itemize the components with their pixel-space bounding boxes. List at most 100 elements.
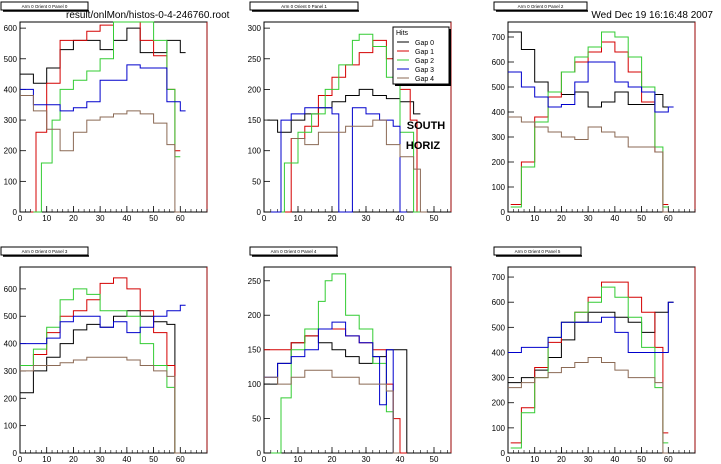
y-tick-label: 0 (13, 449, 18, 458)
x-tick-label: 40 (122, 455, 131, 464)
y-tick-label: 50 (252, 415, 261, 424)
y-tick-label: 300 (4, 367, 18, 376)
x-tick-label: 20 (557, 455, 566, 464)
x-tick-label: 20 (557, 214, 566, 223)
histogram-series-gap4 (20, 95, 181, 213)
histogram-series-gap1 (510, 41, 669, 205)
x-tick-label: 10 (530, 214, 539, 223)
y-tick-label: 200 (492, 399, 506, 408)
histogram-series-gap3 (508, 301, 674, 353)
x-tick-label: 40 (396, 214, 405, 223)
histogram-series-gap4 (264, 369, 400, 454)
y-tick-label: 500 (4, 55, 18, 64)
legend-box (392, 26, 450, 85)
y-tick-label: 600 (492, 58, 506, 67)
y-tick-label: 400 (4, 85, 18, 94)
panel-title: Arm 0 Orient 0 Panel 0 (22, 4, 68, 9)
x-tick-label: 40 (610, 455, 619, 464)
legend-entry: Gap 0 (415, 40, 434, 47)
panel-title: Arm 0 Orient 0 Panel 5 (515, 249, 561, 254)
panel-title-box (249, 1, 359, 11)
y-tick-label: 250 (248, 277, 262, 286)
histogram-panel-1: Arm 0 Orient 0 Panel 1 0 10 20 30 40 50 0 50 100 1… (248, 1, 452, 223)
legend-entry: Gap 4 (415, 76, 434, 83)
y-tick-label: 700 (492, 273, 506, 282)
y-tick-label: 0 (501, 449, 506, 458)
panel-title-box (493, 1, 588, 11)
y-tick-label: 200 (248, 311, 262, 320)
y-tick-label: 100 (248, 147, 262, 156)
panel-title-box (249, 246, 338, 256)
histogram-series-gap4 (508, 116, 669, 213)
plot-frame (263, 266, 452, 454)
timestamp: Wed Dec 19 16:16:48 2007 (591, 10, 713, 21)
x-tick-label: 10 (530, 455, 539, 464)
histogram-series-gap4 (291, 119, 428, 213)
x-tick-label: 0 (18, 455, 23, 464)
histogram-series-gap2 (33, 21, 181, 213)
y-tick-label: 100 (4, 422, 18, 431)
x-tick-label: 60 (664, 455, 673, 464)
x-tick-label: 20 (69, 455, 78, 464)
source-file-name: result/onlMon/histos-0-4-246760.root (66, 10, 230, 21)
y-tick-label: 500 (492, 83, 506, 92)
legend-entry: Gap 1 (415, 49, 434, 56)
histogram-series-gap4 (20, 356, 181, 454)
x-tick-label: 30 (96, 214, 105, 223)
x-tick-label: 50 (149, 455, 158, 464)
histogram-series-gap3 (270, 107, 407, 213)
x-tick-label: 50 (430, 455, 439, 464)
y-tick-label: 150 (248, 346, 262, 355)
y-tick-label: 400 (492, 108, 506, 117)
y-tick-label: 600 (492, 298, 506, 307)
histogram-series-gap1 (284, 39, 424, 213)
histogram-series-gap3 (508, 61, 674, 113)
histogram-series-gap1 (264, 328, 407, 454)
histogram-series-gap3 (264, 321, 400, 454)
y-tick-label: 300 (492, 374, 506, 383)
y-tick-label: 400 (4, 340, 18, 349)
histogram-series-gap0 (264, 335, 414, 454)
x-tick-label: 20 (69, 214, 78, 223)
y-tick-label: 200 (248, 85, 262, 94)
y-tick-label: 600 (4, 285, 18, 294)
panel-title-box (493, 246, 582, 256)
x-tick-label: 60 (176, 214, 185, 223)
x-tick-label: 0 (506, 455, 511, 464)
histogram-panel-5: Arm 0 Orient 0 Panel 50 10 20 30 40 50 6001002… (492, 246, 696, 464)
y-tick-label: 0 (257, 449, 262, 458)
y-tick-label: 250 (248, 55, 262, 64)
x-tick-label: 50 (430, 214, 439, 223)
panel-title-box (0, 246, 89, 256)
x-tick-label: 30 (584, 455, 593, 464)
south-label: SOUTH (406, 120, 446, 132)
y-tick-label: 100 (4, 177, 18, 186)
x-tick-label: 10 (294, 214, 303, 223)
panel-title: Arm 0 Orient 0 Panel 2 (518, 4, 564, 9)
histogram-series-gap2 (510, 31, 669, 208)
y-tick-label: 100 (492, 183, 506, 192)
x-tick-label: 60 (664, 214, 673, 223)
x-tick-label: 10 (42, 455, 51, 464)
x-tick-label: 0 (506, 214, 511, 223)
x-tick-label: 60 (176, 455, 185, 464)
y-tick-label: 200 (492, 158, 506, 167)
y-tick-label: 600 (4, 24, 18, 33)
y-tick-label: 50 (252, 177, 261, 186)
histogram-panel-3: Arm 0 Orient 0 Panel 30 10 20 30 40 50 6001002… (0, 246, 208, 464)
y-tick-label: 300 (4, 116, 18, 125)
y-tick-label: 200 (4, 147, 18, 156)
histogram-series-gap4 (508, 357, 669, 454)
x-tick-label: 10 (42, 214, 51, 223)
x-tick-label: 50 (149, 214, 158, 223)
y-tick-label: 200 (4, 394, 18, 403)
histogram-series-gap2 (277, 33, 421, 213)
histogram-series-gap1 (510, 281, 669, 444)
y-tick-label: 700 (492, 33, 506, 42)
x-tick-label: 20 (328, 455, 337, 464)
x-tick-label: 10 (294, 455, 303, 464)
panel-title: Arm 0 Orient 0 Panel 1 (281, 4, 327, 9)
y-tick-label: 150 (248, 116, 262, 125)
histogram-series-gap0 (508, 301, 674, 384)
legend-entry: Gap 2 (415, 58, 434, 65)
